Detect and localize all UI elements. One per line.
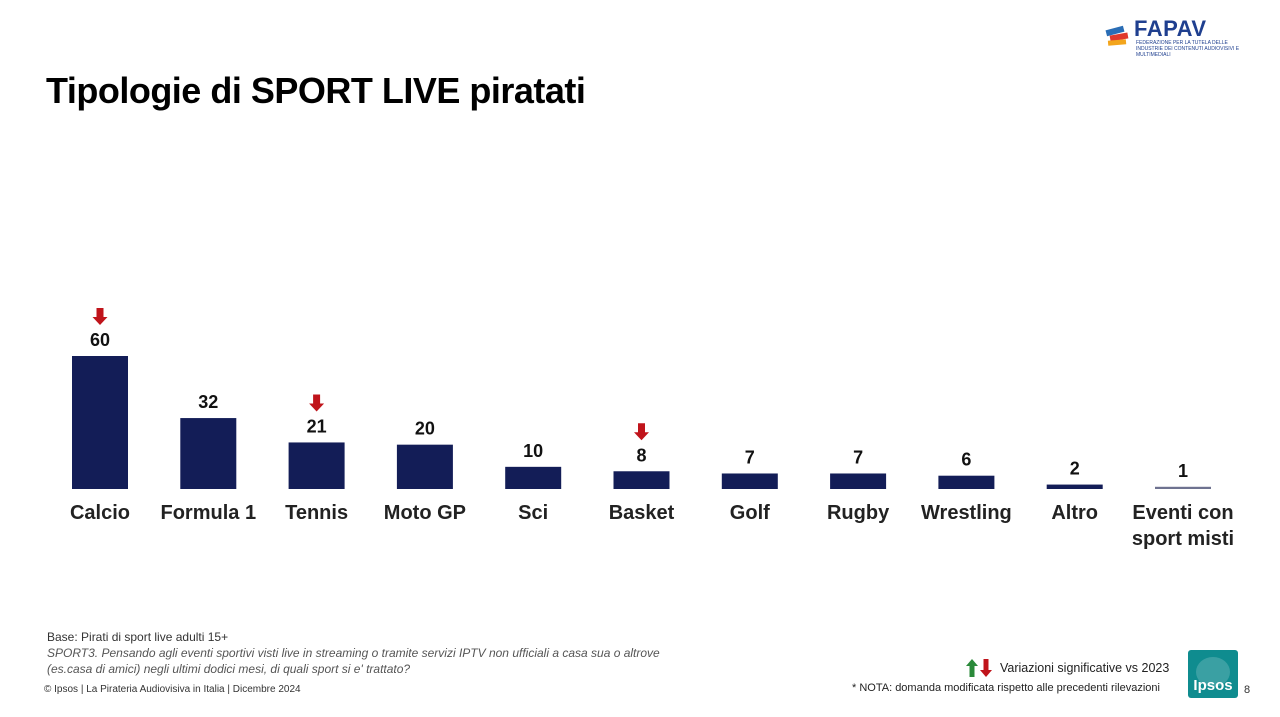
data-label: 2 [1070, 459, 1080, 479]
data-label: 60 [90, 330, 110, 350]
bar [1155, 486, 1211, 489]
page-number: 8 [1244, 684, 1251, 696]
data-label: 6 [961, 450, 971, 470]
data-label: 21 [307, 416, 327, 436]
category-label: Tennis [285, 502, 348, 524]
up-down-arrows-icon [966, 659, 992, 677]
data-label: 20 [415, 419, 435, 439]
page-title: Tipologie di SPORT LIVE piratati [46, 70, 586, 111]
base-text: Base: Pirati di sport live adulti 15+ [47, 630, 229, 644]
legend: Variazioni significative vs 2023 [966, 658, 1169, 678]
fapav-name: FAPAV [1134, 16, 1207, 41]
note-text: * NOTA: domanda modificata rispetto alle… [852, 682, 1160, 694]
bar [396, 444, 453, 489]
bar [72, 356, 128, 489]
category-label: Basket [609, 502, 675, 524]
bar [1046, 484, 1103, 489]
copyright: © Ipsos | La Pirateria Audiovisiva in It… [44, 684, 301, 695]
data-label: 7 [853, 447, 863, 467]
question-line-2: (es.casa di amici) negli ultimi dodici m… [47, 662, 411, 676]
category-label: Altro [1051, 502, 1098, 524]
data-label: 1 [1178, 461, 1188, 481]
down-arrow-icon [309, 394, 325, 412]
data-label: 7 [745, 447, 755, 467]
fapav-subtitle: FEDERAZIONE PER LA TUTELA DELLE INDUSTRI… [1136, 40, 1240, 58]
bar [938, 475, 995, 489]
data-label: 10 [523, 441, 543, 461]
question-line-1: Pensando agli eventi sportivi visti live… [98, 646, 660, 660]
fapav-mark-icon [1105, 25, 1129, 46]
bar [830, 473, 887, 489]
category-label: Eventi con [1132, 502, 1233, 524]
question-text: SPORT3. Pensando agli eventi sportivi vi… [47, 645, 660, 677]
category-label: Calcio [70, 502, 130, 524]
category-label: Formula 1 [161, 502, 257, 524]
down-arrow-icon [92, 308, 108, 325]
bar [721, 473, 778, 489]
category-label: Sci [518, 502, 548, 524]
down-arrow-icon [634, 423, 649, 441]
category-label: Moto GP [384, 502, 466, 524]
bar [180, 418, 237, 489]
bar [613, 471, 670, 489]
category-label: Wrestling [921, 502, 1012, 524]
question-code: SPORT3. [47, 646, 99, 660]
category-label: Golf [730, 502, 770, 524]
ipsos-logo: Ipsos [1188, 650, 1238, 698]
legend-text: Variazioni significative vs 2023 [1000, 661, 1170, 675]
bar [505, 466, 562, 489]
category-label: Rugby [827, 502, 890, 524]
data-label: 8 [636, 445, 646, 465]
fapav-logo: FAPAV FEDERAZIONE PER LA TUTELA DELLE IN… [1100, 14, 1250, 58]
ipsos-logo-text: Ipsos [1193, 677, 1232, 694]
bar [288, 442, 345, 489]
category-label: sport misti [1132, 528, 1234, 550]
data-label: 32 [198, 392, 218, 412]
footer-notes: Base: Pirati di sport live adulti 15+ SP… [47, 629, 660, 677]
